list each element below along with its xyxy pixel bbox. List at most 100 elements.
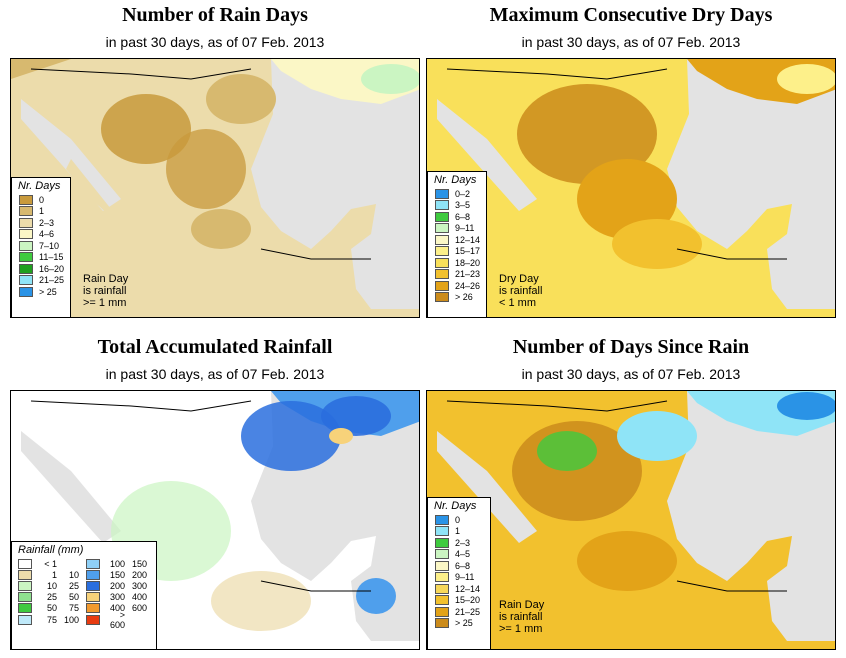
legend-note: Rain Day is rainfall >= 1 mm [499, 599, 544, 635]
legend-swatch [435, 549, 449, 560]
map-graphic [11, 59, 419, 317]
legend-item: 2–3 [12, 217, 70, 229]
legend-swatch [435, 292, 449, 303]
legend-item: 15–17 [428, 246, 486, 258]
legend-label: 2–3 [455, 537, 471, 548]
panel-title: Total Accumulated Rainfall [97, 336, 333, 358]
legend-range-to: 600 [131, 603, 147, 614]
legend-swatch [86, 603, 100, 614]
legend-label: 9–11 [455, 572, 475, 583]
legend-swatch [435, 234, 449, 245]
legend-range-from: 100 [109, 558, 125, 569]
legend-label: > 26 [455, 292, 473, 303]
legend-label: 0 [39, 194, 45, 205]
legend-item: 150 200 [80, 569, 148, 580]
legend-swatch [435, 514, 449, 525]
legend-label: 11–15 [39, 252, 64, 263]
panel-subtitle: in past 30 days, as of 07 Feb. 2013 [105, 366, 325, 382]
legend-swatch [86, 558, 100, 569]
legend-item: 4–5 [428, 549, 490, 561]
legend-range-to: 200 [131, 569, 147, 580]
legend-swatch [435, 188, 449, 199]
legend-item: 3–5 [428, 200, 486, 212]
legend-item: 0–2 [428, 188, 486, 200]
legend-swatch [18, 580, 32, 591]
legend-swatch [18, 592, 32, 603]
legend-item: 7–10 [12, 240, 70, 252]
map-graphic [427, 391, 835, 649]
legend-swatch [435, 595, 449, 606]
legend-swatch [86, 580, 100, 591]
legend-swatch [19, 229, 33, 240]
legend-range-to: 300 [131, 580, 147, 591]
legend-item: 100 150 [80, 558, 148, 569]
legend-item: 12–14 [428, 234, 486, 246]
legend-swatch [435, 223, 449, 234]
legend-label: 3–5 [455, 200, 471, 211]
legend-swatch [435, 257, 449, 268]
legend-item: < 1 [12, 558, 80, 569]
legend-item: 1 [12, 206, 70, 218]
legend-swatch [18, 614, 32, 625]
legend-label: 9–11 [455, 223, 475, 234]
legend-swatch [19, 217, 33, 228]
legend-range-from: 150 [109, 569, 125, 580]
legend-range-to: 50 [68, 592, 79, 603]
panel-subtitle: in past 30 days, as of 07 Feb. 2013 [105, 34, 325, 50]
legend-item: 15–20 [428, 595, 490, 607]
legend-range-from: 200 [109, 580, 125, 591]
legend-items: 0 1 2–3 4–5 6–8 9–11 12–14 15–20 21–25 > 25 [428, 514, 490, 629]
legend-label: 6–8 [455, 560, 471, 571]
legend-label: 2–3 [39, 217, 55, 228]
legend-swatch [435, 280, 449, 291]
note-line: is rainfall [83, 285, 127, 297]
legend-item: > 25 [428, 618, 490, 630]
legend-swatch [19, 263, 33, 274]
legend-swatch [19, 206, 33, 217]
panel-days-since-rain: Number of Days Since Rain in past 30 day… [426, 332, 836, 652]
legend-range-to: 75 [68, 603, 79, 614]
legend-swatch [19, 286, 33, 297]
legend-swatch [435, 560, 449, 571]
legend-swatch [435, 537, 449, 548]
legend-swatch [435, 572, 449, 583]
legend-item: 12–14 [428, 583, 490, 595]
legend-range-from: 10 [46, 580, 57, 591]
legend-note: Dry Day is rainfall < 1 mm [499, 273, 542, 309]
legend-swatch [19, 252, 33, 263]
legend-label: 21–23 [455, 269, 481, 280]
legend-swatch [435, 269, 449, 280]
panel-total-rainfall: Total Accumulated Rainfall in past 30 da… [10, 332, 420, 652]
legend-range-from: 50 [46, 603, 57, 614]
legend-label: 12–14 [455, 234, 481, 245]
legend-item: > 26 [428, 292, 486, 304]
legend-label: 21–25 [455, 606, 481, 617]
legend-label: 18–20 [455, 257, 481, 268]
legend-swatch [435, 618, 449, 629]
legend-items: < 1 1 10 10 25 25 50 50 75 75 100 100 150 150 200 200 30… [12, 558, 156, 630]
note-line: < 1 mm [499, 297, 536, 309]
legend-swatch [435, 246, 449, 257]
note-line: Rain Day [499, 599, 545, 611]
legend-range-from: < 1 [44, 558, 57, 569]
legend: Rainfall (mm) < 1 1 10 10 25 25 50 50 75 75 100 100… [11, 541, 157, 649]
legend-item: > 600 [80, 610, 148, 630]
legend-item: 16–20 [12, 263, 70, 275]
panel-title: Number of Days Since Rain [512, 336, 750, 358]
legend-swatch [435, 526, 449, 537]
legend-item: 50 75 [12, 603, 80, 614]
legend-title: Nr. Days [434, 500, 477, 512]
legend-swatch [18, 603, 32, 614]
map-dry-days: Nr. Days 0–2 3–5 6–8 9–11 12–14 15–17 18–20 21–… [426, 58, 836, 318]
legend: Nr. Days 0–2 3–5 6–8 9–11 12–14 15–17 18–20 21–… [427, 171, 487, 317]
note-line: is rainfall [499, 611, 543, 623]
legend-item: 0 [428, 514, 490, 526]
legend-column: 100 150 150 200 200 300 300 400 400 600 > 600 [80, 558, 148, 630]
legend-swatch [19, 240, 33, 251]
legend-title: Rainfall (mm) [18, 544, 84, 556]
legend-label: 21–25 [39, 275, 65, 286]
legend-swatch [19, 275, 33, 286]
legend-item: 21–25 [12, 275, 70, 287]
note-line: >= 1 mm [83, 297, 127, 309]
legend-swatch [435, 200, 449, 211]
